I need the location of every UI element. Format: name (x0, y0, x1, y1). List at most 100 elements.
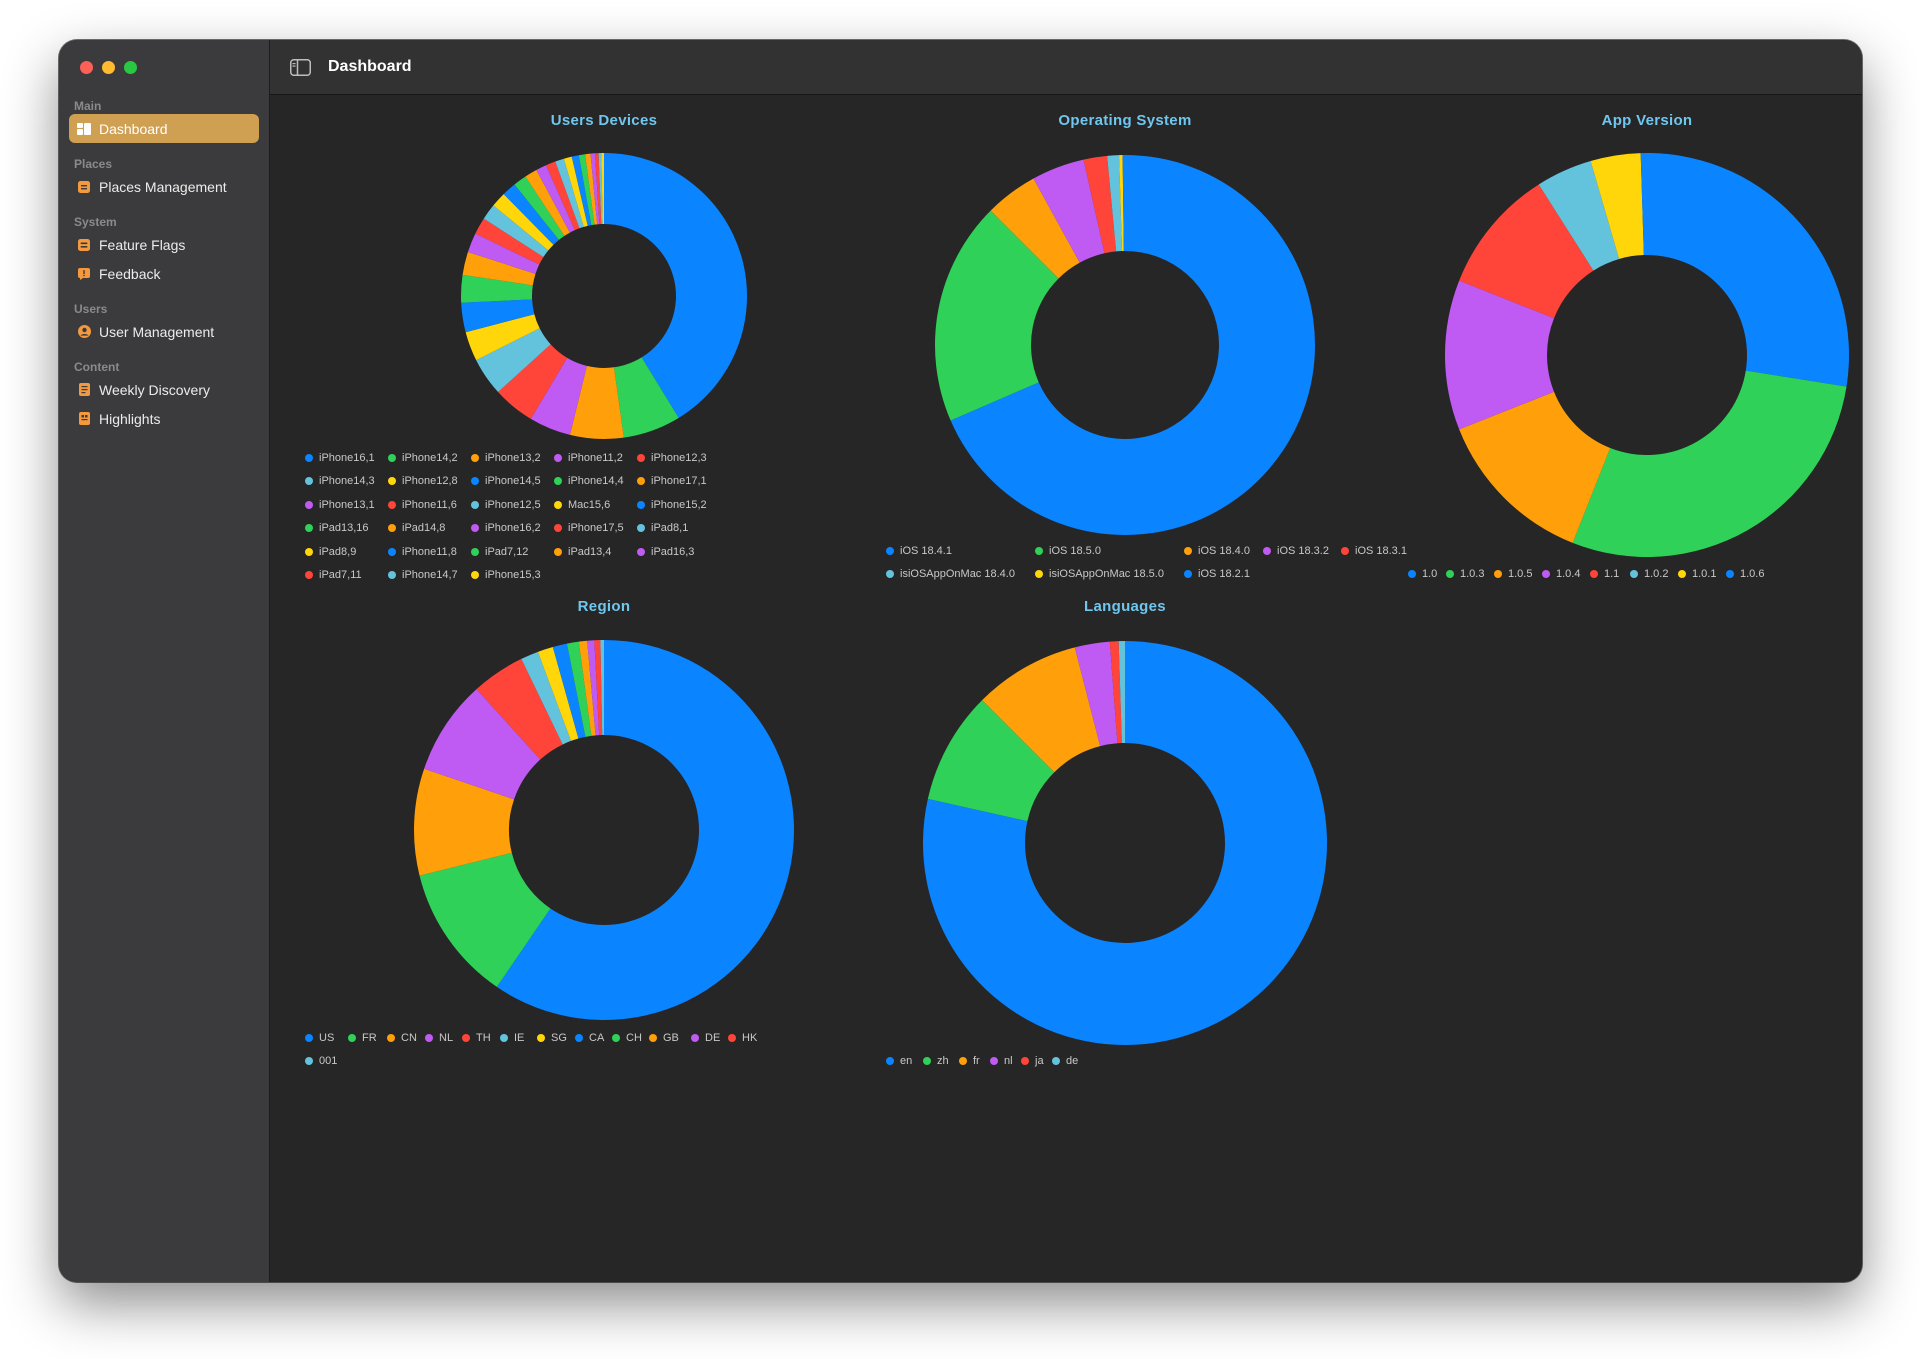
sidebar-item-feedback[interactable]: Feedback (69, 259, 259, 288)
slice-1-0-5[interactable] (1459, 391, 1611, 543)
slice-1-0-2[interactable] (1538, 161, 1620, 271)
sidebar-section-content: Content (74, 360, 120, 374)
legend-swatch (959, 1057, 967, 1065)
legend-swatch (649, 1034, 657, 1042)
slice-isiosapponmac-18-4-0[interactable] (1107, 155, 1123, 252)
slice-ipad7-11[interactable] (594, 153, 602, 225)
slice-ipad16-3[interactable] (590, 153, 600, 225)
slice-iphone13-2[interactable] (569, 365, 624, 439)
legend-item-hk: HK (728, 1032, 757, 1044)
slice-iphone14-2[interactable] (613, 357, 679, 438)
slice-iphone17-5[interactable] (546, 161, 580, 231)
slice-iphone17-1[interactable] (462, 251, 536, 286)
legend-label: iPhone16,2 (485, 522, 541, 535)
feedback-icon (77, 267, 91, 281)
slice-ipad8-9[interactable] (563, 156, 588, 227)
legend-item-iphone12-3: iPhone12,3 (637, 452, 707, 464)
slice-nl[interactable] (1074, 641, 1118, 747)
slice-ios-18-4-0[interactable] (990, 178, 1080, 279)
slice-1-0[interactable] (1647, 153, 1849, 387)
sidebar-item-dashboard[interactable]: Dashboard (69, 114, 259, 143)
legend-label: iPhone15,3 (485, 569, 541, 581)
slice-iphone16-1[interactable] (604, 153, 748, 418)
slice-1-0-6[interactable] (1640, 153, 1647, 256)
sidebar-toggle-icon[interactable] (290, 58, 312, 76)
slice-iphone12-3[interactable] (498, 344, 568, 419)
slice-ios-18-3-1[interactable] (1083, 155, 1117, 254)
slice-mac15-6[interactable] (493, 194, 554, 251)
sidebar-section-system: System (74, 215, 117, 229)
slice-fr[interactable] (982, 647, 1101, 773)
slice-iphone11-6[interactable] (475, 218, 544, 265)
slice-gb[interactable] (578, 640, 596, 736)
slice-en[interactable] (923, 641, 1327, 1045)
slice-ios-18-2-1[interactable] (1122, 155, 1125, 252)
legend-label: iPhone16,1 (319, 452, 375, 464)
sidebar-item-user-management[interactable]: User Management (69, 317, 259, 346)
slice-iphone14-4[interactable] (461, 274, 533, 303)
slice-ie[interactable] (521, 651, 571, 745)
legend-label: iPhone12,5 (485, 498, 541, 511)
slice-isiosapponmac-18-5-0[interactable] (1119, 155, 1124, 252)
legend-label: 1.0.2 (1644, 568, 1669, 580)
legend-label: 1.0 (1422, 568, 1438, 580)
legend-label: FR (362, 1032, 377, 1044)
slice-iphone15-3[interactable] (601, 153, 604, 225)
sidebar-item-places-management[interactable]: Places Management (69, 172, 259, 201)
slice-nl[interactable] (424, 689, 541, 800)
slice-1-1[interactable] (1459, 184, 1594, 319)
minimize-window-button[interactable] (102, 61, 115, 74)
sidebar-item-feature-flags[interactable]: Feature Flags (69, 230, 259, 259)
sidebar-item-highlights[interactable]: Highlights (69, 404, 259, 433)
slice-iphone12-5[interactable] (483, 205, 549, 258)
legend-label: 1.0.6 (1740, 568, 1765, 580)
legend-label: iPhone12,3 (651, 452, 707, 464)
slice-iphone14-3[interactable] (476, 328, 551, 393)
slice-iphone11-2[interactable] (530, 357, 587, 435)
slice-iphone14-5[interactable] (461, 299, 535, 333)
legend-swatch (637, 454, 645, 462)
zoom-window-button[interactable] (124, 61, 137, 74)
slice-hk[interactable] (594, 640, 603, 736)
legend-label: iOS 18.2.1 (1198, 568, 1250, 581)
slice-iphone14-7[interactable] (598, 153, 603, 225)
slice-1-0-3[interactable] (1572, 370, 1847, 558)
slice-ja[interactable] (1109, 641, 1122, 744)
slice-ca[interactable] (552, 643, 586, 739)
slice-iphone16-2[interactable] (536, 165, 575, 233)
slice-th[interactable] (476, 658, 563, 760)
slice-ipad13-16[interactable] (514, 176, 565, 240)
slice-ios-18-5-0[interactable] (935, 210, 1059, 421)
slice-zh[interactable] (927, 700, 1055, 822)
slice-ipad14-8[interactable] (525, 170, 570, 236)
slice-de[interactable] (587, 640, 600, 736)
close-window-button[interactable] (80, 61, 93, 74)
slice-ipad8-1[interactable] (555, 158, 584, 229)
slice-iphone11-8[interactable] (571, 155, 592, 226)
legend-label: IE (514, 1032, 525, 1044)
slice-sg[interactable] (537, 647, 579, 741)
slice-iphone15-2[interactable] (503, 184, 559, 245)
slice-ipad13-4[interactable] (585, 153, 598, 225)
sidebar-section-main: Main (74, 99, 102, 113)
slice-ipad7-12[interactable] (578, 154, 595, 226)
slice-ios-18-3-2[interactable] (1033, 159, 1105, 263)
slice-1-0-1[interactable] (1590, 153, 1644, 259)
legend-item-ios-18-2-1: iOS 18.2.1 (1184, 568, 1250, 580)
legend-swatch (388, 547, 396, 556)
slice-1-0-4[interactable] (1445, 280, 1555, 430)
slice-de[interactable] (1118, 641, 1125, 744)
slice-ch[interactable] (566, 641, 592, 737)
slice-us[interactable] (496, 640, 794, 1020)
slice-ios-18-4-1[interactable] (950, 155, 1316, 535)
slice-fr[interactable] (419, 852, 551, 987)
slice-001[interactable] (600, 640, 604, 736)
slice-iphone13-1[interactable] (467, 233, 540, 274)
legend-swatch (1052, 1057, 1060, 1065)
legend-label: iPhone11,6 (402, 498, 457, 511)
languages-donut-chart (923, 641, 1327, 1045)
legend-label: 001 (319, 1055, 338, 1068)
sidebar-item-weekly-discovery[interactable]: Weekly Discovery (69, 375, 259, 404)
slice-iphone12-8[interactable] (465, 314, 540, 361)
slice-cn[interactable] (414, 768, 515, 876)
